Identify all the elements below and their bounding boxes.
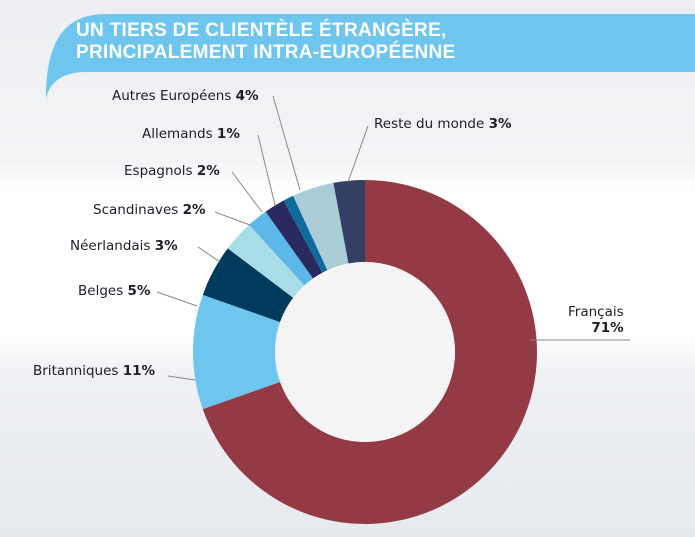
slice-fran-ais [202, 180, 537, 524]
slice-n-erlandais [227, 224, 305, 298]
slice-label-name: Français [568, 304, 624, 320]
slice-reste-du-monde [333, 180, 365, 264]
slice-label-name: Scandinaves [93, 202, 179, 218]
slice-label-name: Espagnols [124, 163, 193, 179]
slice-allemands [283, 195, 328, 273]
chart-title: UN TIERS DE CLIENTÈLE ÉTRANGÈRE, PRINCIP… [76, 20, 455, 64]
slice-label: Belges 5% [78, 283, 150, 299]
slice-autres-europ-ens [293, 182, 349, 271]
title-banner [46, 14, 695, 100]
title-line-1: UN TIERS DE CLIENTÈLE ÉTRANGÈRE, [76, 20, 447, 41]
leader-line [197, 246, 221, 263]
leader-line [167, 375, 196, 381]
donut-hole [275, 262, 455, 442]
slice-espagnols [265, 200, 323, 279]
slice-britanniques [193, 294, 281, 410]
slice-label-name: Britanniques [33, 363, 119, 379]
slice-label-value: 11% [122, 363, 156, 379]
leader-line [257, 134, 276, 206]
slice-label: Français 71% [568, 304, 624, 336]
slice-label: Scandinaves 2% [93, 202, 206, 218]
slice-label-value: 3% [488, 116, 512, 132]
slice-label: Britanniques 11% [33, 363, 155, 379]
slice-label-name: Allemands [142, 126, 213, 142]
slice-label-value: 1% [216, 126, 240, 142]
leader-line [214, 211, 251, 226]
slice-label: Reste du monde 3% [374, 116, 511, 132]
leader-line [347, 125, 369, 183]
slice-label: Espagnols 2% [124, 163, 220, 179]
slice-label-name: Reste du monde [374, 116, 485, 132]
leader-line [272, 95, 301, 191]
leader-line [231, 171, 263, 213]
slice-label-value: 2% [196, 163, 220, 179]
slice-label-value: 71% [591, 320, 624, 336]
slice-label-name: Autres Européens [112, 88, 232, 104]
slice-label-value: 2% [182, 202, 206, 218]
slice-label-name: Néerlandais [70, 238, 151, 254]
leader-line [156, 291, 198, 307]
slice-label-value: 4% [235, 88, 259, 104]
slice-belges [202, 248, 294, 323]
slice-label: Allemands 1% [142, 126, 240, 142]
slice-label: Autres Européens 4% [112, 88, 259, 104]
title-line-2: PRINCIPALEMENT INTRA-EUROPÉENNE [76, 42, 456, 63]
slice-label: Néerlandais 3% [70, 238, 178, 254]
slice-label-name: Belges [78, 283, 124, 299]
slice-scandinaves [249, 211, 314, 286]
slice-label-value: 5% [127, 283, 151, 299]
slice-label-value: 3% [154, 238, 178, 254]
